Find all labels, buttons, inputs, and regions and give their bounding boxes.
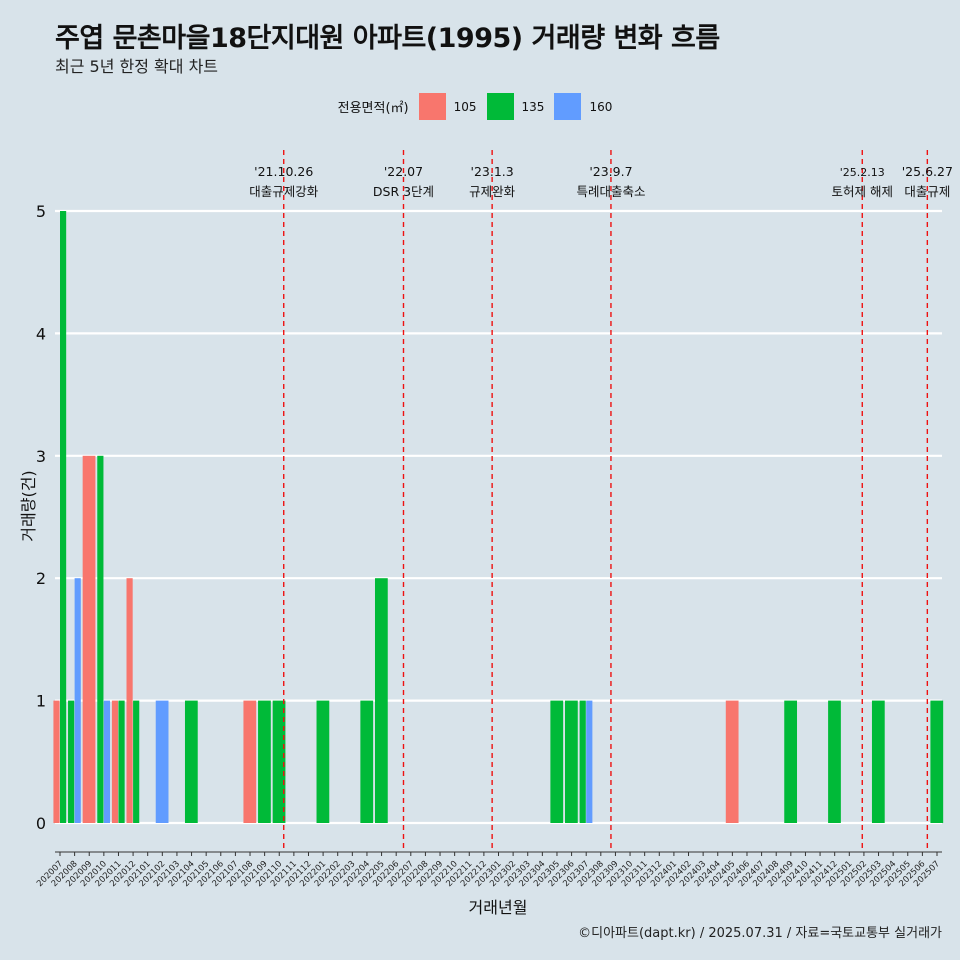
bar-135-202409 <box>784 700 798 823</box>
event-date-label: '25.6.27 <box>902 164 953 179</box>
bar-105-202011 <box>111 700 119 823</box>
bar-135-202503 <box>871 700 885 823</box>
event-label: 대출규제 <box>904 184 950 199</box>
bar-135-202204 <box>360 700 374 823</box>
bar-135-202507 <box>930 700 944 823</box>
source-caption: ©디아파트(dapt.kr) / 2025.07.31 / 자료=국토교통부 실… <box>578 926 942 941</box>
legend-label-160: 160 <box>589 99 613 114</box>
legend-label-135: 135 <box>521 99 545 114</box>
event-label: DSR 3단계 <box>373 184 434 199</box>
legend-title: 전용면적(㎡) <box>337 101 409 116</box>
y-tick-label: 2 <box>36 569 46 588</box>
event-date-label: '23.9.7 <box>589 164 632 179</box>
legend: 전용면적(㎡) 105 135 160 <box>0 93 960 120</box>
legend-label-105: 105 <box>453 99 477 114</box>
y-axis-title: 거래량(건) <box>19 470 38 541</box>
bar-105-202108 <box>243 700 257 823</box>
legend-swatch-105 <box>418 93 446 120</box>
bar-135-202010 <box>97 455 104 823</box>
bar-160-202010 <box>103 700 111 823</box>
bar-135-202011 <box>118 700 125 823</box>
event-date-label: '22.07 <box>384 164 423 179</box>
legend-item-105: 105 <box>418 93 477 120</box>
event-label: 대출규제강화 <box>249 184 319 199</box>
legend-item-135: 135 <box>486 93 545 120</box>
event-date-label: '23.1.3 <box>471 164 514 179</box>
legend-item-160: 160 <box>554 93 612 120</box>
bar-135-202109 <box>258 700 271 823</box>
chart-subtitle: 최근 5년 한정 확대 차트 <box>55 57 219 76</box>
x-axis-title: 거래년월 <box>469 898 528 917</box>
y-tick-label: 3 <box>36 447 46 466</box>
y-tick-label: 5 <box>36 202 46 221</box>
event-label: 토허제 해제 <box>832 184 893 199</box>
y-tick-label: 1 <box>36 692 46 711</box>
bar-135-202412 <box>828 700 841 823</box>
bar-105-202012 <box>126 578 133 823</box>
bar-160-202102 <box>155 700 169 823</box>
y-tick-label: 0 <box>36 814 46 833</box>
bar-135-202307 <box>579 700 586 823</box>
event-date-label: '25.2.13 <box>840 166 885 179</box>
bar-105-202009 <box>82 455 96 823</box>
bar-105-202007 <box>53 700 60 823</box>
event-date-label: '21.10.26 <box>254 164 313 179</box>
chart-title: 주엽 문촌마을18단지대원 아파트(1995) 거래량 변화 흐름 <box>55 23 720 54</box>
bar-135-202012 <box>133 700 140 823</box>
event-label: 특례대출축소 <box>576 184 645 199</box>
legend-swatch-160 <box>554 93 582 120</box>
legend-swatch-135 <box>486 93 514 120</box>
bar-135-202201 <box>316 700 330 823</box>
event-label: 규제완화 <box>469 184 516 199</box>
bar-160-202307 <box>586 700 593 823</box>
bar-135-202007 <box>60 211 67 823</box>
bar-135-202205 <box>374 578 388 823</box>
bar-135-202306 <box>565 700 578 823</box>
bar-135-202008 <box>68 700 75 823</box>
y-tick-label: 4 <box>36 324 46 343</box>
bar-105-202405 <box>725 700 739 823</box>
bar-135-202110 <box>272 700 286 823</box>
bar-135-202104 <box>184 700 198 823</box>
bar-135-202305 <box>550 700 564 823</box>
bar-160-202008 <box>74 578 81 823</box>
